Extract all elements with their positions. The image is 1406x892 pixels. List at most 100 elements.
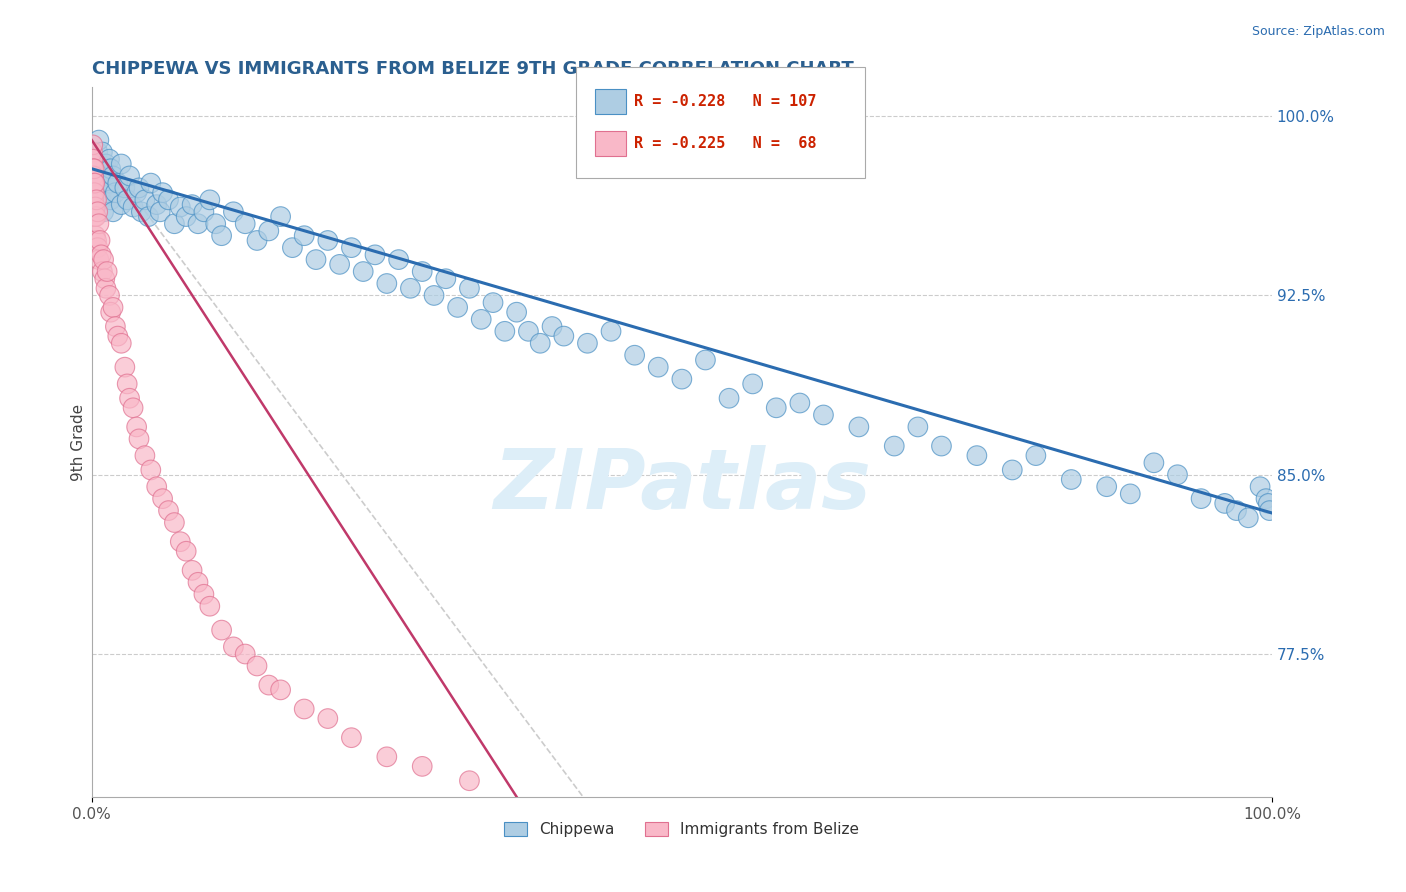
Point: [83, 169, 105, 183]
Point: [110, 336, 132, 351]
Text: CHIPPEWA VS IMMIGRANTS FROM BELIZE 9TH GRADE CORRELATION CHART: CHIPPEWA VS IMMIGRANTS FROM BELIZE 9TH G…: [91, 60, 853, 78]
Point: [128, 181, 150, 195]
Point: [600, 324, 623, 338]
Point: [340, 731, 363, 745]
Legend: Chippewa, Immigrants from Belize: Chippewa, Immigrants from Belize: [498, 816, 866, 843]
Point: [181, 563, 204, 577]
Point: [157, 193, 180, 207]
Point: [93, 252, 115, 267]
Point: [86, 234, 108, 248]
Point: [718, 391, 741, 405]
Y-axis label: 9th Grade: 9th Grade: [72, 404, 86, 481]
Point: [139, 463, 162, 477]
Point: [458, 773, 481, 788]
Point: [423, 288, 446, 302]
Text: R = -0.225   N =  68: R = -0.225 N = 68: [634, 136, 817, 151]
Point: [83, 210, 105, 224]
Point: [257, 678, 280, 692]
Point: [101, 204, 124, 219]
Point: [83, 193, 105, 207]
Point: [316, 234, 339, 248]
Point: [246, 234, 269, 248]
Point: [1025, 449, 1047, 463]
Point: [128, 432, 150, 446]
Point: [83, 161, 105, 176]
Point: [270, 682, 292, 697]
Point: [174, 544, 197, 558]
Point: [163, 217, 186, 231]
Point: [671, 372, 693, 386]
Point: [145, 480, 167, 494]
Point: [966, 449, 988, 463]
Point: [517, 324, 540, 338]
Point: [152, 491, 174, 506]
Point: [576, 336, 599, 351]
Point: [375, 277, 398, 291]
Point: [84, 228, 107, 243]
Point: [1237, 510, 1260, 524]
Point: [122, 200, 145, 214]
Point: [1249, 480, 1271, 494]
Point: [145, 197, 167, 211]
Point: [541, 319, 564, 334]
Point: [86, 181, 108, 195]
Point: [765, 401, 787, 415]
Point: [1257, 496, 1279, 510]
Point: [211, 228, 233, 243]
Point: [316, 712, 339, 726]
Point: [84, 200, 107, 214]
Point: [93, 181, 115, 195]
Point: [84, 210, 107, 224]
Point: [305, 252, 328, 267]
Point: [233, 217, 256, 231]
Point: [94, 157, 117, 171]
Point: [388, 252, 411, 267]
Point: [257, 224, 280, 238]
Point: [100, 161, 122, 176]
Point: [114, 360, 136, 375]
Point: [157, 503, 180, 517]
Point: [96, 186, 118, 200]
Point: [86, 193, 108, 207]
Text: ZIPatlas: ZIPatlas: [494, 444, 870, 525]
Point: [848, 420, 870, 434]
Point: [115, 193, 138, 207]
Point: [82, 169, 104, 183]
Point: [114, 181, 136, 195]
Point: [1225, 503, 1247, 517]
Point: [1143, 456, 1166, 470]
Point: [741, 376, 763, 391]
Point: [104, 319, 127, 334]
Point: [110, 197, 132, 211]
Point: [89, 234, 111, 248]
Point: [87, 252, 110, 267]
Point: [222, 640, 245, 654]
Point: [82, 161, 104, 176]
Point: [84, 169, 107, 183]
Point: [83, 176, 105, 190]
Point: [107, 176, 129, 190]
Point: [139, 176, 162, 190]
Point: [82, 137, 104, 152]
Point: [82, 186, 104, 200]
Point: [292, 228, 315, 243]
Point: [94, 271, 117, 285]
Point: [91, 264, 114, 278]
Point: [152, 186, 174, 200]
Point: [1095, 480, 1118, 494]
Point: [222, 204, 245, 219]
Point: [87, 133, 110, 147]
Point: [647, 360, 669, 375]
Point: [187, 217, 209, 231]
Text: Source: ZipAtlas.com: Source: ZipAtlas.com: [1251, 25, 1385, 38]
Point: [458, 281, 481, 295]
Point: [90, 193, 112, 207]
Point: [174, 210, 197, 224]
Point: [86, 204, 108, 219]
Point: [118, 169, 141, 183]
Point: [82, 152, 104, 166]
Point: [1189, 491, 1212, 506]
Point: [204, 217, 226, 231]
Point: [340, 241, 363, 255]
Point: [163, 516, 186, 530]
